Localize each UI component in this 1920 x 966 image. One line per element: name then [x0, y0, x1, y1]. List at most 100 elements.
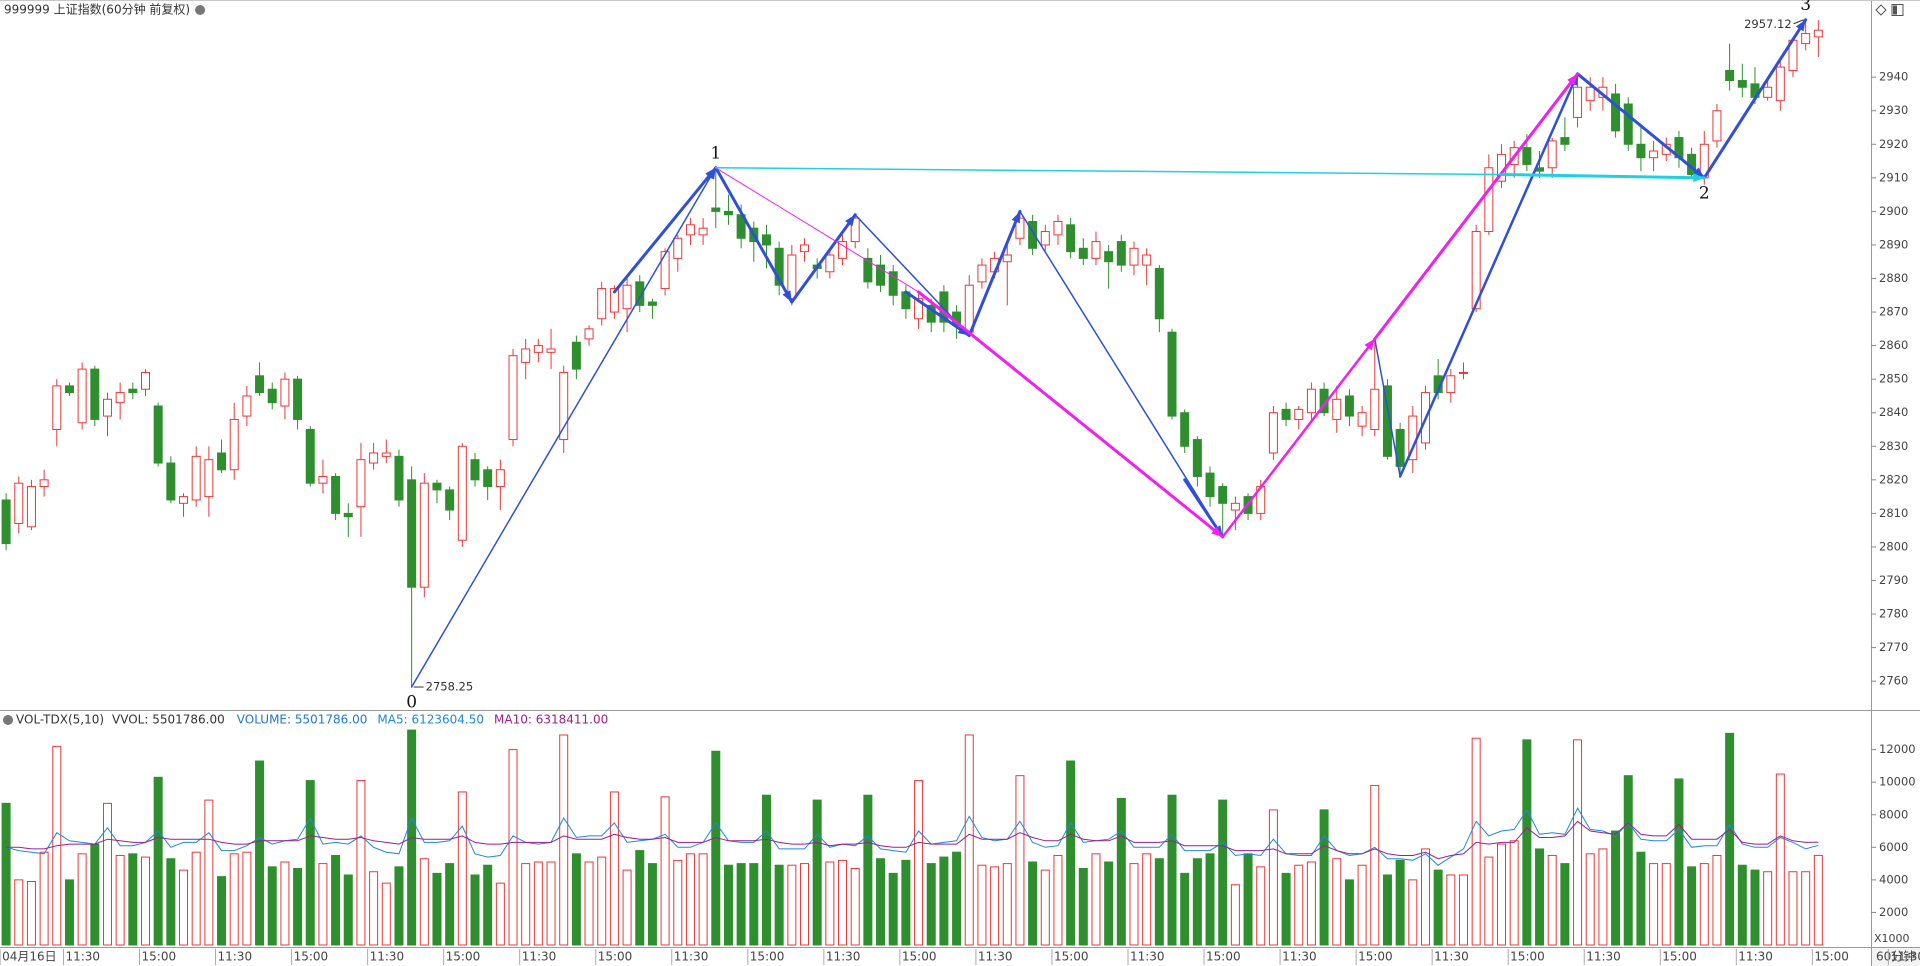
wave-line [1221, 337, 1377, 539]
candle-body [1129, 247, 1139, 266]
candle-body [1344, 395, 1354, 417]
volume-bar [1002, 863, 1012, 946]
volume-bar [1661, 863, 1671, 946]
volume-bar [369, 871, 379, 946]
volume-bar [381, 882, 391, 946]
candle-body [876, 264, 886, 286]
candle-body [331, 475, 341, 514]
candle-body [115, 392, 125, 404]
volume-bar [635, 850, 645, 946]
volume-bar [1497, 843, 1507, 946]
volume-bar [1167, 794, 1177, 946]
candle-body [685, 224, 695, 236]
candle-body [242, 395, 252, 417]
y-tick-label: 2780 [1879, 607, 1908, 621]
legend-entry: VOLUME: 5501786.00 [237, 713, 368, 727]
candle-body [1116, 241, 1126, 266]
volume-bar [77, 853, 87, 946]
volume-bar [255, 760, 265, 946]
volume-bar [799, 863, 809, 946]
title-menu-icon[interactable] [195, 5, 206, 15]
wave-line [715, 167, 920, 293]
candle-body [419, 482, 429, 588]
candle-body [102, 398, 112, 417]
volume-bar [673, 859, 683, 946]
wave-line [1373, 72, 1580, 341]
wave-line [967, 209, 1022, 338]
volume-bar [1712, 854, 1722, 946]
candle-body [698, 227, 708, 236]
window-icon[interactable] [1891, 4, 1904, 16]
volume-bar [1649, 863, 1659, 946]
ma-line [6, 820, 1819, 860]
wave-label: 2 [1699, 183, 1710, 203]
candle-body [1028, 220, 1038, 249]
arrow-head [1211, 526, 1223, 537]
candle-body [774, 247, 784, 286]
candle-body [1547, 140, 1557, 169]
candle-body [1458, 371, 1468, 374]
volume-bar [1256, 866, 1266, 946]
arrow-head [1795, 19, 1806, 32]
candle-body [850, 217, 860, 243]
x-tick-label: 11:30 [65, 950, 100, 964]
candle-body [179, 496, 189, 504]
volume-bar [280, 861, 290, 946]
volume-bar [508, 749, 518, 946]
volume-bar [1268, 809, 1278, 946]
volume-bar [1573, 739, 1583, 946]
period-box[interactable] [1872, 948, 1920, 966]
candle-body [64, 385, 74, 394]
candle-body [723, 210, 733, 216]
candle-body [571, 341, 581, 370]
volume-bar [609, 791, 619, 946]
volume-bar [1306, 861, 1316, 946]
volume-menu-icon[interactable] [3, 715, 13, 725]
candle-body [1230, 502, 1240, 511]
x-tick-label: 15:00 [1206, 950, 1241, 964]
candle-body [863, 257, 873, 283]
candle-body [445, 489, 455, 511]
candle-body [597, 288, 607, 320]
volume-bar [1142, 853, 1152, 946]
volume-bar [495, 882, 505, 946]
candle-body [1066, 224, 1076, 253]
volume-bar [470, 874, 480, 946]
candle-body [1522, 147, 1532, 165]
volume-bar [1028, 861, 1038, 946]
x-tick-label: 11:30 [1282, 950, 1317, 964]
x-tick-label: 15:00 [142, 950, 177, 964]
arrow-head [1692, 167, 1705, 178]
volume-bar [1535, 848, 1545, 946]
volume-bar [926, 863, 936, 946]
volume-bar [128, 853, 138, 946]
candle-body [1813, 29, 1823, 38]
wave-lines [410, 18, 1808, 688]
wave-line [790, 213, 857, 304]
candle-body [1, 499, 11, 545]
window-icon-fill [1893, 5, 1897, 15]
volume-bar [977, 864, 987, 946]
diamond-icon[interactable] [1875, 4, 1887, 16]
volume-bar [64, 879, 74, 946]
volume-bar [1053, 854, 1063, 946]
candle-body [673, 237, 683, 259]
volume-bar [1725, 732, 1735, 946]
volume-bar [736, 863, 746, 946]
volume-bar [1522, 739, 1532, 946]
y-tick-label: 2890 [1879, 237, 1908, 251]
arrow-head [1364, 338, 1375, 351]
volume-bar [838, 859, 848, 946]
volume-bar [850, 867, 860, 946]
volume-bar [166, 858, 176, 946]
volume-bar [571, 853, 581, 946]
wave-label: 3 [1800, 0, 1811, 15]
volume-bar [115, 854, 125, 946]
candle-body [90, 368, 100, 420]
volume-bar [1801, 871, 1811, 946]
x-tick-label: 11:30 [218, 950, 253, 964]
candle-body [799, 244, 809, 253]
volume-bar [1408, 879, 1418, 946]
volume-bar [761, 794, 771, 946]
arrow-head [1693, 173, 1705, 183]
